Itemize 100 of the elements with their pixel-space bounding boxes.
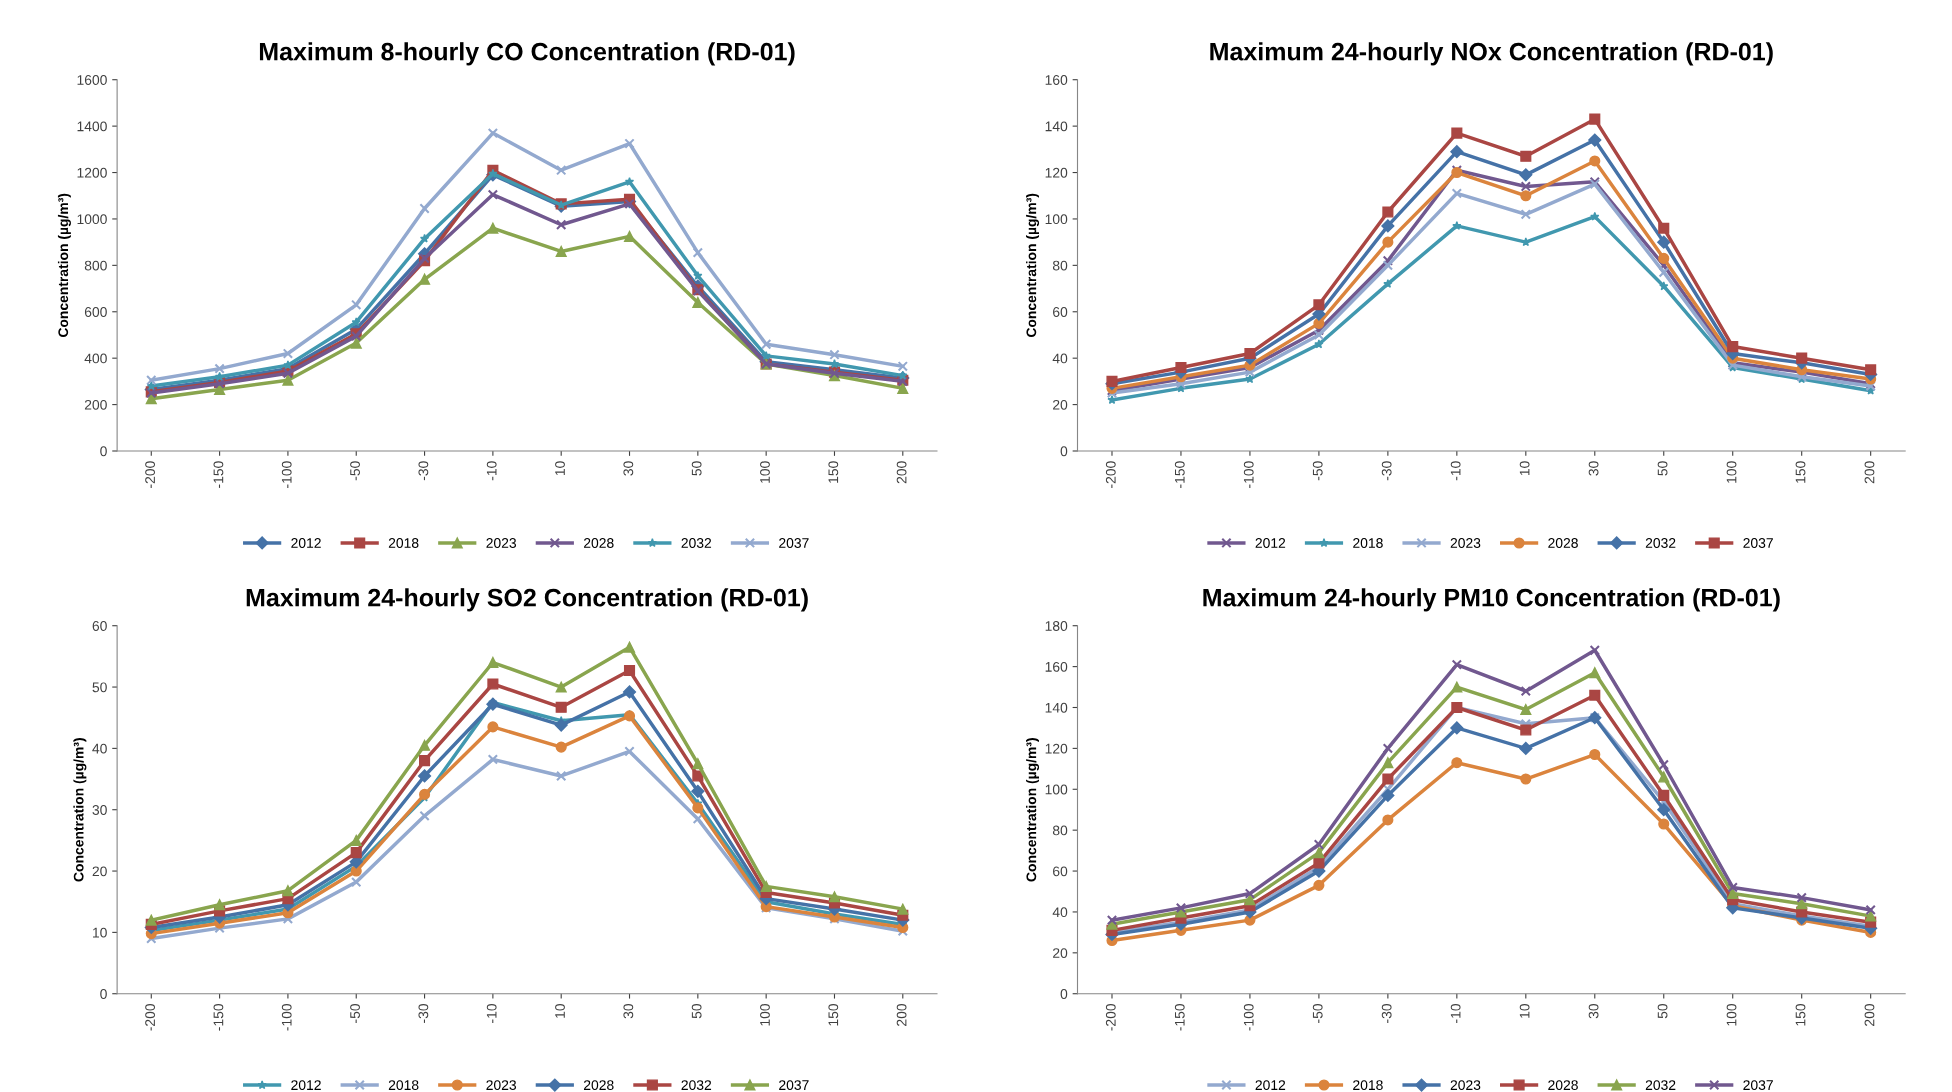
x-tick-label: -200 (1105, 461, 1116, 488)
y-tick-label: 30 (92, 805, 107, 815)
y-tick-label: 160 (1045, 75, 1068, 85)
y-axis-title: Concentration (µg/m³) (1026, 738, 1040, 882)
y-tick-label: 800 (84, 260, 107, 271)
y-tick-label: 400 (84, 353, 107, 364)
x-tick-label: -30 (1381, 461, 1392, 481)
y-tick-label: 1600 (77, 75, 107, 85)
x-tick-label: -200 (1105, 1003, 1116, 1031)
x-tick-label: 10 (1519, 1003, 1530, 1018)
y-tick-label: 0 (100, 446, 107, 457)
y-tick-label: 100 (1045, 214, 1068, 225)
x-tick-label: 30 (623, 1003, 634, 1019)
x-tick-label: 200 (1864, 1003, 1875, 1026)
x-tick-label: -10 (486, 1003, 497, 1023)
y-tick-label: 60 (1053, 866, 1068, 877)
x-tick-label: 10 (555, 461, 565, 476)
legend-label: 2028 (583, 538, 614, 548)
y-axis-title: Concentration (µg/m³) (73, 738, 87, 882)
legend-label: 2028 (583, 1080, 614, 1091)
legend-label: 2028 (1548, 538, 1578, 548)
y-tick-label: 1000 (77, 214, 107, 225)
legend-label: 2037 (779, 538, 809, 548)
y-axis-title: Concentration (µg/m³) (1026, 193, 1040, 338)
legend-label: 2012 (291, 1080, 321, 1091)
x-tick-label: 150 (1795, 461, 1806, 483)
legend-label: 2023 (486, 1080, 517, 1091)
x-tick-label: 30 (1588, 461, 1599, 476)
legend-label: 2023 (1450, 1080, 1481, 1091)
x-tick-label: 50 (691, 461, 702, 476)
y-tick-label: 40 (1052, 353, 1068, 364)
x-tick-label: -150 (1174, 1003, 1185, 1031)
y-tick-label: 120 (1045, 167, 1068, 178)
x-tick-label: 200 (896, 461, 907, 484)
chart-title: Maximum 24-hourly SO2 Concentration (RD-01) (246, 588, 808, 612)
y-tick-label: 180 (1045, 621, 1068, 631)
y-axis-title: Concentration (µg/m³) (57, 193, 71, 338)
y-tick-label: 1200 (77, 167, 107, 178)
legend-label: 2018 (1353, 1080, 1383, 1091)
y-tick-label: 40 (1052, 907, 1068, 918)
x-tick-label: 100 (1726, 1003, 1737, 1026)
y-tick-label: 1400 (77, 121, 107, 132)
x-tick-label: -200 (145, 1003, 156, 1031)
y-tick-label: 40 (92, 743, 107, 754)
legend-label: 2032 (1645, 1080, 1676, 1091)
chart-title: Maximum 8-hourly CO Concentration (RD-01) (259, 42, 795, 66)
legend-label: 2023 (1450, 538, 1481, 548)
x-tick-label: -50 (1312, 1003, 1323, 1023)
legend-label: 2012 (1255, 1080, 1286, 1091)
x-tick-label: 30 (1588, 1003, 1599, 1019)
y-tick-label: 100 (1045, 784, 1068, 795)
legend-label: 2032 (681, 1080, 712, 1091)
legend-label: 2037 (1743, 538, 1773, 548)
legend-label: 2012 (291, 538, 321, 548)
y-tick-label: 60 (92, 621, 107, 631)
x-tick-label: -150 (213, 1003, 224, 1031)
x-tick-label: -50 (350, 1003, 360, 1023)
x-tick-label: 200 (896, 1003, 907, 1026)
legend-label: 2037 (1743, 1080, 1773, 1091)
x-tick-label: 50 (691, 1003, 702, 1019)
y-tick-label: 80 (1052, 825, 1068, 836)
y-tick-label: 10 (93, 927, 107, 938)
y-tick-label: 20 (1053, 399, 1068, 410)
x-tick-label: -10 (486, 461, 497, 481)
y-tick-label: 140 (1045, 121, 1068, 132)
x-tick-label: -100 (1243, 461, 1254, 488)
y-tick-label: 50 (92, 682, 107, 693)
legend-label: 2023 (486, 538, 517, 548)
x-tick-label: -150 (1174, 461, 1185, 488)
x-tick-label: -200 (145, 461, 156, 488)
x-tick-label: 200 (1864, 461, 1875, 484)
x-tick-label: 150 (828, 461, 839, 483)
x-tick-label: 100 (1726, 461, 1737, 483)
y-tick-label: 60 (1053, 307, 1068, 317)
x-tick-label: -50 (350, 461, 360, 481)
x-tick-label: 10 (1519, 461, 1530, 476)
y-tick-label: 200 (84, 399, 107, 410)
x-tick-label: -10 (1450, 1003, 1461, 1023)
y-tick-label: 120 (1045, 743, 1068, 754)
x-tick-label: 50 (1657, 461, 1668, 476)
chart-title: Maximum 24-hourly PM10 Concentration (RD-01) (1203, 588, 1780, 612)
legend-label: 2018 (1353, 538, 1383, 548)
y-tick-label: 0 (1060, 446, 1068, 457)
legend-label: 2018 (388, 1080, 419, 1091)
y-tick-label: 0 (1060, 989, 1068, 999)
x-tick-label: -50 (1312, 461, 1323, 481)
x-tick-label: -100 (1243, 1003, 1254, 1031)
x-tick-label: 100 (760, 461, 770, 483)
y-tick-label: 20 (92, 866, 107, 877)
x-tick-label: -150 (213, 461, 224, 488)
y-tick-label: 140 (1045, 702, 1068, 713)
x-tick-label: -100 (281, 461, 292, 488)
legend-label: 2028 (1548, 1080, 1578, 1091)
y-tick-label: 80 (1052, 260, 1068, 271)
legend-label: 2032 (681, 538, 712, 548)
x-tick-label: -30 (1381, 1003, 1392, 1023)
x-tick-label: -100 (281, 1003, 292, 1031)
x-tick-label: 10 (555, 1003, 565, 1018)
legend-label: 2018 (388, 538, 419, 548)
legend-label: 2012 (1255, 538, 1286, 548)
